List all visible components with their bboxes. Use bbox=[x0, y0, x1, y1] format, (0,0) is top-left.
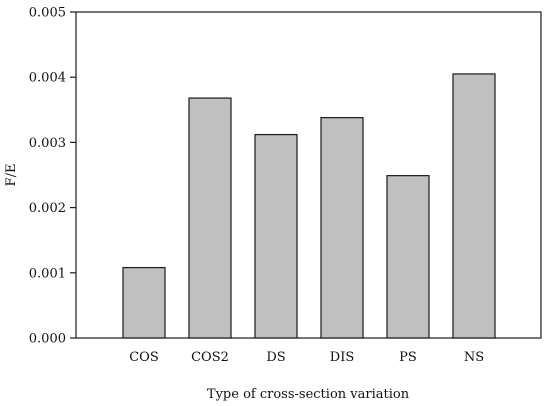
bars-group bbox=[122, 73, 496, 339]
bar-ds bbox=[254, 133, 298, 339]
bar-dis bbox=[320, 117, 364, 339]
bar-cos2 bbox=[188, 97, 232, 339]
y-tick-label: 0.000 bbox=[29, 332, 66, 347]
bar-ps bbox=[386, 175, 430, 339]
x-tick-label: COS2 bbox=[191, 350, 229, 365]
bar-ns bbox=[452, 73, 496, 339]
x-axis-label: Type of cross-section variation bbox=[207, 387, 410, 402]
x-tick-label: NS bbox=[464, 350, 484, 365]
y-tick-label: 0.001 bbox=[29, 266, 66, 281]
y-tick-label: 0.004 bbox=[29, 71, 66, 86]
plot-frame bbox=[75, 11, 542, 339]
y-tick-label: 0.005 bbox=[29, 6, 66, 21]
y-axis-ticks: 0.000 0.001 0.002 0.003 0.004 0.005 bbox=[29, 6, 76, 347]
x-axis-ticks: COS COS2 DS DIS PS NS bbox=[129, 350, 484, 365]
x-tick-label: COS bbox=[129, 350, 159, 365]
x-tick-label: DIS bbox=[330, 350, 354, 365]
bar-cos bbox=[122, 266, 166, 339]
y-axis-label: F/E bbox=[4, 164, 19, 187]
y-tick-label: 0.003 bbox=[29, 136, 66, 151]
x-tick-label: PS bbox=[399, 350, 417, 365]
y-tick-label: 0.002 bbox=[29, 201, 66, 216]
x-tick-label: DS bbox=[266, 350, 285, 365]
